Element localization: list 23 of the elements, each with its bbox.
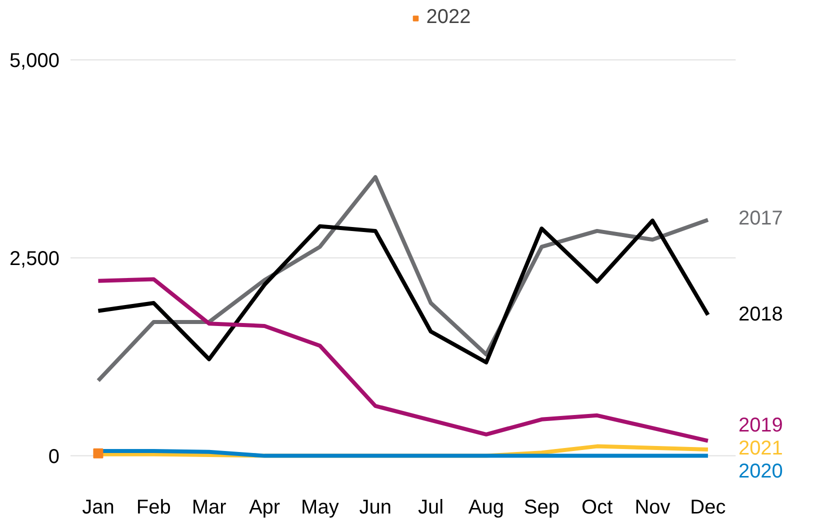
series-label: 2021: [738, 437, 783, 460]
x-tick-label: Feb: [136, 496, 171, 518]
x-tick-label: Jan: [82, 496, 114, 518]
series-label: 2020: [738, 460, 783, 482]
x-tick-label: Oct: [582, 496, 614, 518]
x-tick-label: May: [301, 496, 339, 518]
y-tick-label: 2,500: [9, 248, 60, 270]
line-series: [96, 277, 710, 443]
series-label: 2018: [738, 304, 783, 326]
y-tick-label: 5,000: [9, 50, 60, 72]
x-tick-label: Jul: [418, 496, 444, 518]
x-tick-label: Sep: [524, 496, 560, 518]
x-tick-label: Mar: [192, 496, 227, 518]
x-tick-label: Dec: [690, 496, 726, 518]
x-tick-label: Jun: [359, 496, 392, 518]
y-tick-label: 0: [48, 446, 60, 468]
x-tick-label: Nov: [634, 496, 670, 518]
series-label: 2017: [738, 208, 783, 230]
x-tick-label: Apr: [248, 496, 280, 518]
line-series: [96, 218, 710, 364]
x-tick-label: Aug: [468, 496, 504, 518]
series-label: 2019: [738, 414, 783, 436]
legend-label: 2022: [426, 6, 471, 29]
